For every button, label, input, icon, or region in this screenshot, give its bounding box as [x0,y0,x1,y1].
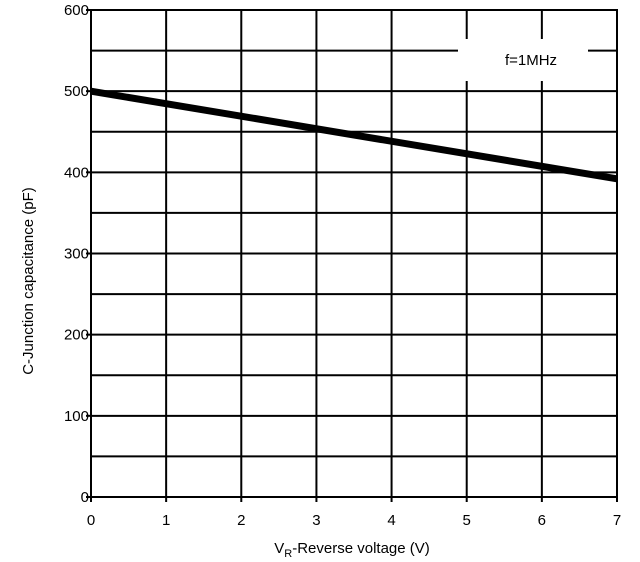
x-axis-title-subscript: R [284,548,292,560]
x-tick-label: 0 [87,512,95,529]
x-axis-title-suffix: -Reverse voltage (V) [292,540,430,557]
x-tick-label: 5 [463,512,471,529]
y-tick-label: 100 [64,408,89,425]
x-tick-label: 3 [312,512,320,529]
x-axis-title: VR-Reverse voltage (V) [274,540,430,560]
annotation-background [458,39,588,81]
y-tick-label: 400 [64,164,89,181]
y-axis-title: C-Junction capacitance (pF) [20,187,37,375]
x-axis-title-prefix: V [274,540,284,557]
x-tick-label: 4 [387,512,395,529]
annotation-box: f=1MHz [458,39,588,81]
y-tick-label: 200 [64,327,89,344]
annotation-frequency: f=1MHz [505,52,557,69]
x-tick-labels: 0 1 2 3 4 5 6 7 [87,497,621,529]
y-tick-label: 300 [64,246,89,263]
x-tick-label: 1 [162,512,170,529]
x-tick-label: 6 [538,512,546,529]
y-tick-labels: 0 100 200 300 400 500 600 [64,2,91,506]
x-tick-label: 2 [237,512,245,529]
y-tick-label: 600 [64,2,89,19]
capacitance-series-line [90,87,618,183]
grid-lines [91,10,617,497]
series-lines [90,87,618,183]
y-tick-label: 500 [64,83,89,100]
y-tick-label: 0 [81,489,89,506]
x-tick-label: 7 [613,512,621,529]
